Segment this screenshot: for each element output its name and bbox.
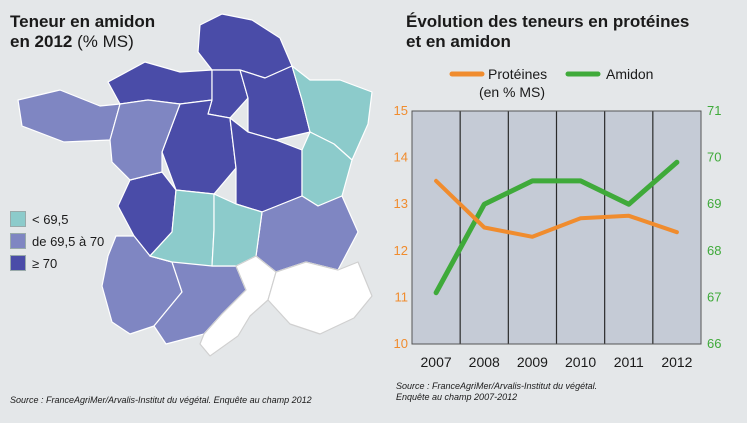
right-tick-label: 69 <box>707 196 721 211</box>
map-legend: < 69,5 de 69,5 à 70 ≥ 70 <box>10 208 104 274</box>
evolution-chart-panel: Évolution des teneurs en protéines et en… <box>388 0 747 423</box>
left-tick-label: 11 <box>395 289 409 304</box>
right-tick-label: 68 <box>707 243 721 258</box>
map-legend-item: < 69,5 <box>10 208 104 230</box>
x-tick-label: 2010 <box>565 354 596 370</box>
left-tick-label: 14 <box>394 150 408 165</box>
legend-swatch-mid <box>10 233 26 249</box>
right-tick-label: 71 <box>707 103 721 118</box>
map-title-unit: (% MS) <box>77 32 134 51</box>
map-title-line2: en 2012 (% MS) <box>10 32 155 52</box>
region-paca <box>267 261 373 335</box>
right-tick-label: 67 <box>707 289 721 304</box>
chart-title: Évolution des teneurs en protéines et en… <box>406 12 689 52</box>
region-pays-de-loire <box>109 99 181 181</box>
x-tick-label: 2009 <box>517 354 548 370</box>
map-title-year: en 2012 <box>10 32 73 51</box>
line-chart: 10 11 12 13 14 15 66 67 68 69 70 71 2007 2008 2009 2010… <box>394 66 722 370</box>
left-tick-label: 13 <box>394 196 408 211</box>
region-lorraine-alsace <box>291 65 373 161</box>
legend-label-low: < 69,5 <box>32 211 69 227</box>
chart-source: Source : FranceAgriMer/Arvalis-Institut … <box>396 381 597 403</box>
legend-label-mid: de 69,5 à 70 <box>32 233 105 249</box>
series-line-proteines <box>434 178 679 239</box>
plot-border <box>411 110 702 345</box>
region-bretagne <box>17 89 121 143</box>
left-tick-label: 15 <box>394 103 408 118</box>
map-title-line1: Teneur en amidon <box>10 12 156 31</box>
starch-map-panel: Teneur en amidon en 2012 (% MS) <box>10 12 373 405</box>
chart-title-line2: et en amidon <box>406 32 511 51</box>
x-tick-label: 2011 <box>614 354 644 370</box>
map-legend-item: ≥ 70 <box>10 252 104 274</box>
right-tick-label: 70 <box>707 150 721 165</box>
left-tick-label: 10 <box>394 336 408 351</box>
legend-label-high: ≥ 70 <box>32 255 58 271</box>
chart-source-line2: Enquête au champ 2007-2012 <box>396 392 518 402</box>
region-languedoc <box>199 255 277 357</box>
legend-swatch-high <box>10 255 26 271</box>
left-tick-label: 12 <box>394 243 408 258</box>
region-normandie <box>107 61 213 105</box>
legend-label-amidon: Amidon <box>606 66 653 82</box>
x-tick-label: 2012 <box>661 354 692 370</box>
france-map <box>17 13 373 357</box>
x-tick-label: 2008 <box>469 354 500 370</box>
chart-title-line1: Évolution des teneurs en protéines <box>406 12 690 31</box>
map-legend-item: de 69,5 à 70 <box>10 230 104 252</box>
legend-label-proteines: Protéines <box>488 66 547 82</box>
map-source: Source : FranceAgriMer/Arvalis-Institut … <box>10 395 312 405</box>
x-tick-label: 2007 <box>421 354 452 370</box>
chart-source-line1: Source : FranceAgriMer/Arvalis-Institut … <box>396 381 598 391</box>
legend-swatch-low <box>10 211 26 227</box>
legend-sublabel-proteines: (en % MS) <box>479 84 545 100</box>
map-title: Teneur en amidon en 2012 (% MS) <box>10 12 155 52</box>
right-tick-label: 66 <box>707 336 721 351</box>
region-nord <box>197 13 293 79</box>
